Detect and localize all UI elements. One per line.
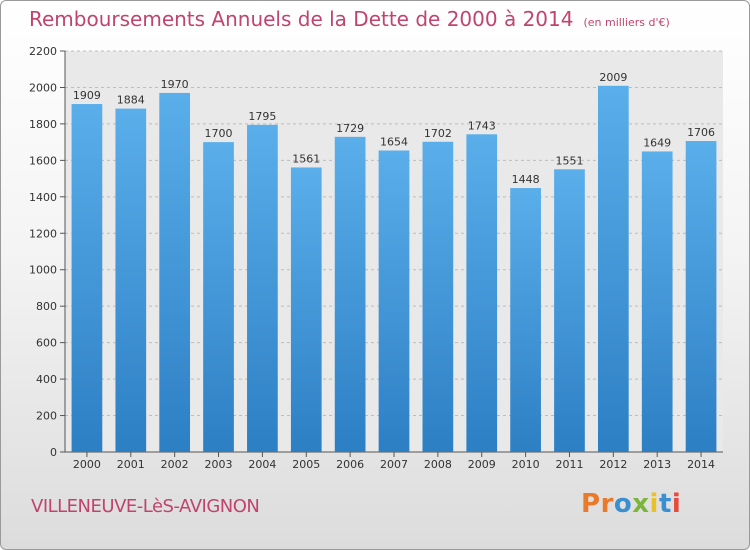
y-tick-label: 400	[36, 373, 57, 386]
x-tick-label: 2003	[205, 458, 233, 471]
bar	[466, 134, 498, 452]
logo-letter: x	[632, 489, 650, 519]
bar	[115, 108, 147, 453]
bar	[203, 142, 234, 453]
x-tick-label: 2004	[248, 458, 276, 471]
y-tick-label: 0	[50, 446, 57, 459]
data-label: 1551	[555, 154, 583, 167]
data-label: 1649	[643, 136, 671, 149]
bar	[510, 188, 541, 452]
logo-letter: P	[581, 489, 601, 519]
y-tick-label: 1000	[29, 264, 57, 277]
data-label: 1561	[292, 152, 320, 165]
logo-letter: o	[613, 489, 633, 519]
y-tick-label: 1200	[29, 227, 57, 240]
x-tick-label: 2012	[599, 458, 627, 471]
x-tick-label: 2011	[555, 458, 583, 471]
chart-title: Remboursements Annuels de la Dette de 20…	[29, 7, 574, 31]
data-label: 1654	[380, 136, 408, 149]
data-label: 1700	[205, 127, 233, 140]
data-label: 2009	[599, 71, 627, 84]
bar	[378, 150, 410, 452]
x-tick-label: 2010	[512, 458, 540, 471]
y-tick-label: 600	[36, 337, 57, 350]
bar	[685, 141, 717, 452]
x-tick-label: 2014	[687, 458, 715, 471]
logo-letter: i	[671, 489, 682, 519]
x-tick-label: 2001	[117, 458, 145, 471]
data-label: 1448	[512, 173, 540, 186]
y-tick-label: 800	[36, 300, 57, 313]
bar	[641, 151, 673, 453]
data-label: 1706	[687, 126, 715, 139]
x-tick-label: 2006	[336, 458, 364, 471]
y-tick-label: 1600	[29, 154, 57, 167]
data-label: 1909	[73, 89, 101, 102]
logo-letter: i	[649, 489, 659, 519]
city-name: VILLENEUVE-LèS-AVIGNON	[31, 496, 260, 517]
data-label: 1970	[161, 78, 189, 91]
bar	[422, 141, 454, 452]
x-tick-label: 2008	[424, 458, 452, 471]
x-tick-label: 2007	[380, 458, 408, 471]
y-tick-label: 2000	[29, 81, 57, 94]
x-tick-label: 2005	[292, 458, 320, 471]
bar	[290, 167, 322, 452]
x-tick-label: 2013	[643, 458, 671, 471]
logo-letter: r	[600, 489, 614, 519]
data-label: 1884	[117, 94, 145, 107]
data-label: 1702	[424, 127, 452, 140]
y-tick-label: 1400	[29, 191, 57, 204]
bar	[71, 104, 103, 452]
y-tick-label: 2200	[29, 45, 57, 58]
x-tick-label: 2002	[161, 458, 189, 471]
data-label: 1795	[248, 110, 276, 123]
proxiti-logo: Proxiti	[581, 489, 681, 519]
bar	[159, 92, 191, 452]
chart-subtitle: (en milliers d'€)	[583, 16, 670, 29]
chart-header: Remboursements Annuels de la Dette de 20…	[29, 7, 670, 31]
bar	[334, 136, 366, 452]
y-tick-label: 200	[36, 410, 57, 423]
data-label: 1743	[468, 119, 496, 132]
data-label: 1729	[336, 122, 364, 135]
x-tick-label: 2000	[73, 458, 101, 471]
bar	[247, 124, 278, 452]
bar	[597, 85, 629, 453]
x-tick-label: 2009	[468, 458, 496, 471]
logo-letter: t	[658, 489, 672, 519]
y-tick-label: 1800	[29, 118, 57, 131]
bar	[554, 169, 585, 453]
